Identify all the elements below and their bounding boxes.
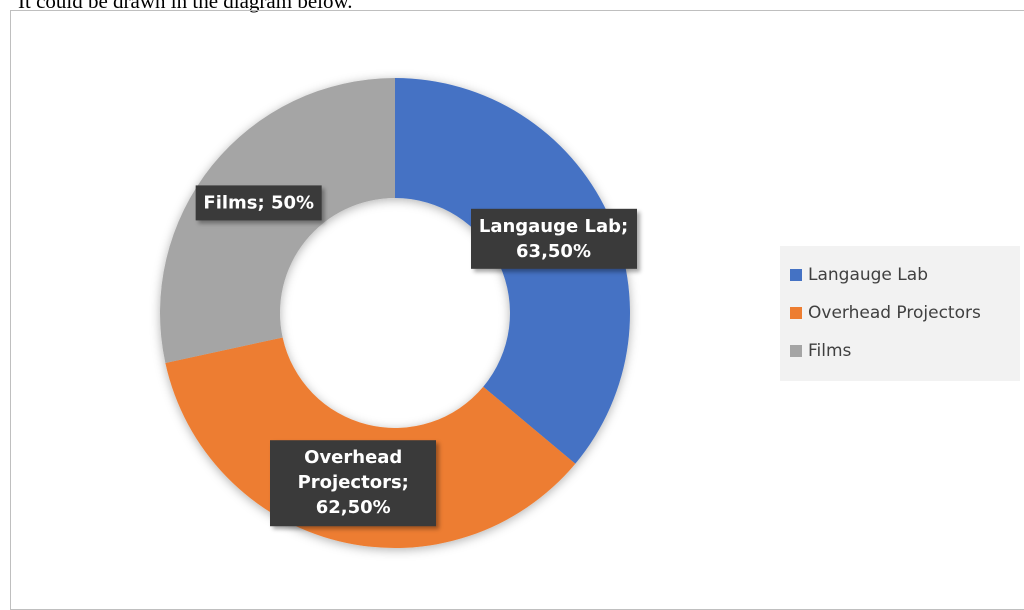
legend-label: Films bbox=[808, 341, 852, 361]
caption: It could be drawn in the diagram below. bbox=[18, 0, 353, 13]
data-label: Overhead Projectors; 62,50% bbox=[270, 440, 437, 526]
legend-item: Langauge Lab bbox=[790, 256, 1010, 294]
legend-swatch bbox=[790, 345, 802, 357]
legend-swatch bbox=[790, 307, 802, 319]
data-label: Films; 50% bbox=[195, 185, 323, 221]
legend-item: Overhead Projectors bbox=[790, 294, 1010, 332]
legend: Langauge Lab Overhead Projectors Films bbox=[780, 246, 1020, 381]
legend-label: Overhead Projectors bbox=[808, 303, 981, 323]
donut-slice bbox=[395, 78, 630, 464]
data-label: Langauge Lab; 63,50% bbox=[470, 208, 637, 270]
legend-item: Films bbox=[790, 332, 1010, 370]
legend-swatch bbox=[790, 269, 802, 281]
legend-label: Langauge Lab bbox=[808, 265, 928, 285]
